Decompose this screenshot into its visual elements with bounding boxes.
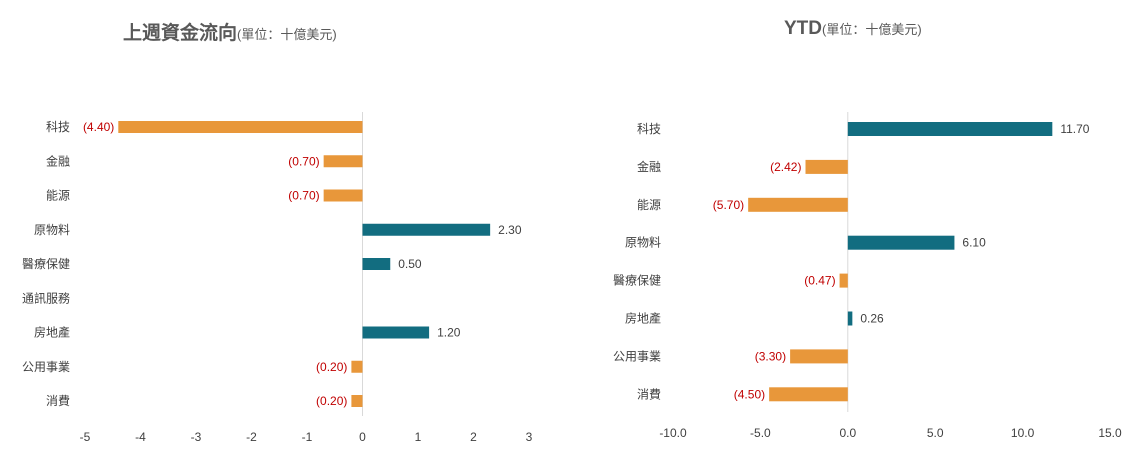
data-label: (5.70)	[713, 198, 744, 212]
bar	[847, 122, 1053, 136]
bar	[805, 159, 848, 174]
bar	[323, 189, 363, 202]
category-label: 科技	[637, 122, 661, 136]
x-tick-label: 15.0	[1098, 426, 1122, 440]
chart-title-unit: (單位：十億美元)	[822, 22, 922, 37]
bar	[351, 395, 363, 407]
chart-title-main: 上週資金流向	[123, 23, 238, 44]
weekly-flow-chart: 上週資金流向(單位：十億美元) 科技 (4.40) 金融 (0.70) 能源 (0.70)…	[22, 18, 533, 444]
weekly-flow-plot: 科技 (4.40) 金融 (0.70) 能源 (0.70) 原物料 2.30 醫療保健 0.50 通…	[22, 112, 533, 444]
data-label: (0.70)	[288, 189, 319, 203]
bar	[118, 121, 363, 133]
category-label: 房地產	[34, 325, 70, 340]
data-label: 0.26	[860, 312, 884, 326]
bar	[847, 311, 853, 326]
data-label: 1.20	[437, 326, 461, 340]
bar	[790, 349, 848, 364]
category-label: 科技	[46, 120, 70, 134]
x-tick-label: 1	[415, 430, 422, 444]
x-tick-label: 3	[526, 430, 533, 444]
bar	[769, 387, 848, 402]
data-label: 0.50	[398, 257, 422, 271]
bar	[847, 235, 955, 250]
x-tick-label: -1	[302, 430, 313, 444]
data-label: (4.50)	[734, 387, 765, 401]
data-label: 2.30	[498, 223, 522, 237]
ytd-flow-chart: YTD(單位：十億美元) 科技 11.70 金融 (2.42) 能源 (5.70) 原物料 6…	[569, 0, 1138, 454]
category-label: 醫療保健	[22, 257, 70, 271]
x-tick-label: 0.0	[839, 426, 856, 440]
ytd-flow-plot: 科技 11.70 金融 (2.42) 能源 (5.70) 原物料 6.10 醫療保健 (0.47)…	[613, 112, 1122, 440]
data-label: (4.40)	[83, 120, 114, 134]
chart-title: 上週資金流向(單位：十億美元)	[123, 18, 337, 45]
x-tick-label: -3	[191, 430, 202, 444]
bar	[748, 197, 848, 212]
category-label: 公用事業	[22, 360, 70, 374]
bar	[362, 223, 491, 236]
category-label: 原物料	[625, 236, 661, 250]
x-tick-label: 0	[359, 430, 366, 444]
category-label: 原物料	[34, 223, 70, 237]
bar	[839, 273, 848, 288]
chart-title: YTD(單位：十億美元)	[784, 18, 922, 40]
category-label: 房地產	[625, 311, 661, 326]
data-label: (2.42)	[770, 160, 801, 174]
chart-title-main: YTD	[784, 18, 822, 39]
x-tick-label: 10.0	[1011, 426, 1035, 440]
category-label: 公用事業	[613, 349, 661, 363]
category-label: 消費	[46, 393, 70, 408]
data-label: (3.30)	[755, 349, 786, 363]
data-label: (0.47)	[804, 274, 835, 288]
bar	[362, 258, 391, 270]
category-label: 能源	[637, 198, 661, 212]
category-label: 金融	[46, 153, 70, 168]
x-tick-label: -10.0	[659, 426, 687, 440]
category-label: 消費	[637, 386, 661, 401]
x-tick-label: 2	[470, 430, 477, 444]
category-label: 金融	[637, 159, 661, 174]
bar	[351, 360, 363, 373]
category-label: 能源	[46, 189, 70, 203]
x-tick-label: -5.0	[750, 426, 771, 440]
category-label: 通訊服務	[22, 290, 70, 305]
x-tick-label: -5	[80, 430, 91, 444]
bar	[362, 326, 430, 339]
category-label: 醫療保健	[613, 274, 661, 288]
x-tick-label: -4	[135, 430, 146, 444]
data-label: (0.70)	[288, 154, 319, 168]
data-label: 6.10	[962, 236, 986, 250]
data-label: (0.20)	[316, 394, 347, 408]
bar	[323, 155, 363, 168]
chart-title-unit: (單位：十億美元)	[237, 27, 337, 42]
x-tick-label: -2	[246, 430, 257, 444]
x-tick-label: 5.0	[927, 426, 944, 440]
data-label: 11.70	[1060, 122, 1089, 136]
data-label: (0.20)	[316, 360, 347, 374]
